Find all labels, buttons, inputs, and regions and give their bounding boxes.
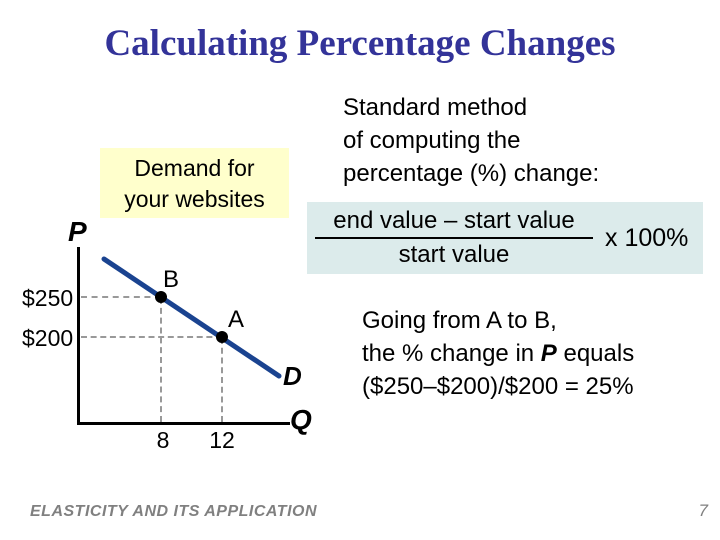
example-line-2-pre: the % change in	[362, 340, 541, 367]
method-line-3: percentage (%) change:	[343, 160, 600, 187]
formula-numerator: end value – start value	[315, 207, 593, 239]
method-text-block: Standard method of computing the percent…	[343, 91, 599, 190]
demand-curve-label: D	[283, 361, 302, 391]
formula-multiplier: x 100%	[605, 223, 689, 252]
example-line-1: Going from A to B,	[362, 307, 557, 334]
slide-title: Calculating Percentage Changes	[104, 23, 616, 64]
example-line-2: the % change in P equals	[362, 337, 634, 370]
y-axis-label: P	[68, 216, 87, 247]
point-b-label: B	[163, 266, 180, 293]
method-line-1: Standard method	[343, 94, 528, 121]
y-axis	[77, 247, 80, 424]
dashed-guide-a-vertical	[221, 338, 223, 422]
y-tick-250: $250	[22, 285, 74, 311]
dashed-guide-a-horizontal	[81, 336, 222, 338]
formula-box: end value – start value start value x 10…	[307, 202, 703, 274]
price-variable: P	[540, 340, 557, 367]
y-tick-200: $200	[22, 325, 74, 351]
demand-label-line-1: Demand for	[134, 155, 255, 181]
x-axis	[77, 422, 290, 425]
x-tick-8: 8	[156, 427, 170, 453]
calculation-result: ($250–$200)/$200 = 25%	[362, 373, 634, 400]
demand-label-line-2: your websites	[124, 186, 265, 212]
dashed-guide-b-vertical	[160, 298, 162, 422]
footer-chapter-title: ELASTICITY AND ITS APPLICATION	[30, 503, 318, 520]
example-line-2-post: equals	[556, 340, 635, 367]
point-b-dot	[155, 291, 167, 303]
footer-page-number: 7	[698, 501, 708, 520]
formula-fraction: end value – start value start value	[315, 207, 593, 269]
formula-denominator: start value	[398, 241, 510, 268]
point-a-label: A	[228, 306, 245, 333]
x-axis-label: Q	[290, 404, 312, 435]
example-text-block: Going from A to B, the % change in P equ…	[362, 304, 634, 370]
demand-label-box: Demand for your websites	[100, 148, 289, 218]
point-a-dot	[216, 331, 228, 343]
method-line-2: of computing the	[343, 127, 521, 154]
x-tick-12: 12	[209, 427, 235, 453]
dashed-guide-b-horizontal	[81, 296, 161, 298]
